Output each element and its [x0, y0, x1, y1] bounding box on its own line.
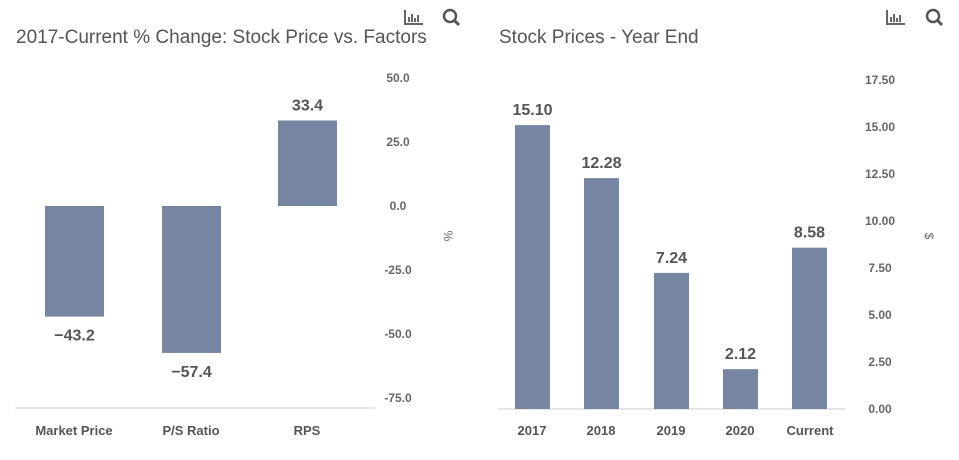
x-tick-label: 2017: [518, 423, 547, 438]
data-label: 2.12: [725, 346, 756, 363]
data-label: −57.4: [171, 364, 212, 381]
bar-chart-icon[interactable]: [885, 8, 907, 30]
y-tick-label: 25.0: [386, 135, 410, 149]
data-label: 15.10: [512, 102, 552, 119]
y-tick-label: -75.0: [384, 391, 412, 405]
y-tick-label: 50.0: [386, 71, 410, 85]
bar-2018: [584, 178, 619, 409]
y-tick-label: 2.50: [868, 355, 892, 369]
chart-title-right: Stock Prices - Year End: [499, 27, 699, 48]
y-tick-label: 0.0: [390, 199, 407, 213]
y-tick-label: 0.00: [868, 402, 892, 416]
x-tick-label: 2019: [657, 423, 686, 438]
bar-rps: [278, 120, 337, 206]
y-tick-label: 7.50: [868, 261, 892, 275]
y-axis-label: %: [441, 231, 455, 242]
y-axis-label: $: [922, 233, 936, 240]
data-label: 33.4: [292, 97, 323, 114]
x-tick-label: Market Price: [35, 423, 112, 438]
bar-chart-icon[interactable]: [403, 8, 425, 30]
y-tick-label: -25.0: [384, 263, 412, 277]
data-label: 7.24: [656, 250, 687, 267]
bar-2017: [515, 125, 550, 410]
y-tick-label: -50.0: [384, 327, 412, 341]
y-tick-label: 12.50: [865, 167, 895, 181]
search-icon[interactable]: [442, 8, 462, 32]
x-tick-label: 2020: [726, 423, 755, 438]
x-tick-label: 2018: [587, 423, 616, 438]
y-tick-label: 5.00: [868, 308, 892, 322]
bar-current: [792, 247, 827, 409]
x-tick-label: RPS: [294, 423, 321, 438]
x-tick-label: Current: [787, 423, 835, 438]
chart-title-left: 2017-Current % Change: Stock Price vs. F…: [16, 27, 427, 48]
bar-market-price: [45, 206, 104, 317]
bar-2019: [654, 272, 689, 409]
search-icon[interactable]: [925, 8, 945, 32]
y-tick-label: 17.50: [865, 73, 895, 87]
y-tick-label: 15.00: [865, 120, 895, 134]
bar-2020: [723, 369, 758, 409]
data-label: 12.28: [581, 155, 621, 172]
data-label: −43.2: [54, 328, 95, 345]
x-tick-label: P/S Ratio: [162, 423, 219, 438]
y-tick-label: 10.00: [865, 214, 895, 228]
data-label: 8.58: [794, 225, 825, 242]
bar-p-s-ratio: [162, 206, 221, 353]
